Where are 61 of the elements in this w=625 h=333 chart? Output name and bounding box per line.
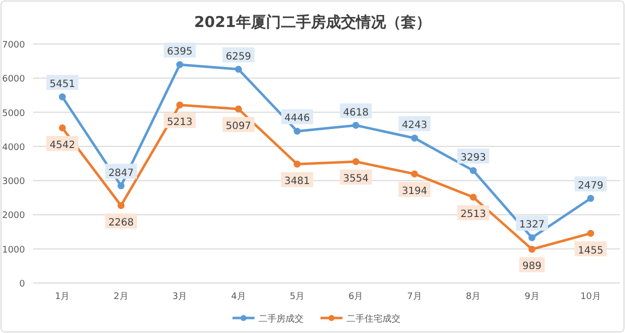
data-label: 1455	[578, 245, 604, 256]
data-label: 2847	[108, 168, 134, 179]
data-label: 6259	[226, 51, 252, 62]
point	[470, 167, 477, 174]
point	[352, 158, 360, 166]
point	[587, 230, 594, 237]
y-tick-label: 5000	[2, 108, 26, 119]
point	[411, 134, 418, 142]
chart-title: 2021年厦门二手房成交情况（套）	[194, 13, 431, 31]
x-tick-label: 2月	[114, 292, 128, 302]
data-label: 4243	[402, 120, 428, 132]
legend-label: 二手房成交	[258, 314, 304, 324]
point	[234, 105, 242, 112]
point	[528, 234, 536, 242]
y-tick-label: 2000	[2, 211, 26, 222]
y-tick-label: 4000	[2, 142, 26, 153]
point	[294, 160, 301, 168]
data-label: 3194	[402, 186, 428, 197]
data-label: 3554	[343, 174, 369, 185]
data-label: 4446	[284, 113, 310, 124]
point	[234, 66, 242, 73]
data-label: 2513	[460, 209, 486, 220]
data-label: 5213	[167, 117, 192, 128]
x-tick-label: 6月	[348, 292, 364, 302]
point	[411, 170, 418, 178]
point	[352, 122, 360, 129]
point	[118, 182, 125, 190]
point	[587, 194, 594, 202]
x-tick-label: 4月	[231, 292, 246, 302]
x-tick-label: 3月	[172, 292, 188, 302]
point	[294, 128, 301, 135]
point	[58, 93, 66, 100]
data-label: 2479	[578, 180, 604, 192]
legend-label: 二手住宅成交	[346, 314, 400, 324]
y-tick-label: 3000	[2, 177, 26, 188]
data-label: 1327	[519, 220, 545, 231]
data-label: 4542	[50, 140, 76, 151]
data-label: 6395	[167, 46, 192, 58]
y-tick-label: 6000	[2, 74, 26, 85]
point	[118, 202, 125, 210]
x-tick-label: 8月	[466, 292, 481, 302]
point	[176, 102, 184, 109]
point	[176, 61, 184, 68]
data-label: 989	[522, 261, 542, 272]
y-tick-label: 7000	[2, 40, 26, 50]
point	[470, 194, 477, 201]
x-tick-label: 9月	[524, 292, 540, 302]
x-tick-label: 7月	[407, 292, 422, 302]
point	[528, 246, 536, 253]
data-label: 5097	[226, 120, 252, 132]
x-tick-label: 5月	[290, 292, 305, 302]
data-label: 5451	[50, 78, 76, 90]
data-label: 4618	[343, 107, 369, 118]
x-tick-label: 10月	[580, 292, 601, 302]
data-label: 2268	[108, 218, 134, 229]
y-tick-label: 1000	[2, 245, 26, 256]
data-label: 3481	[284, 176, 310, 188]
point	[58, 124, 66, 132]
y-tick-label: 0	[19, 280, 26, 290]
x-tick-label: 1月	[54, 292, 70, 302]
data-label: 3293	[460, 152, 486, 164]
